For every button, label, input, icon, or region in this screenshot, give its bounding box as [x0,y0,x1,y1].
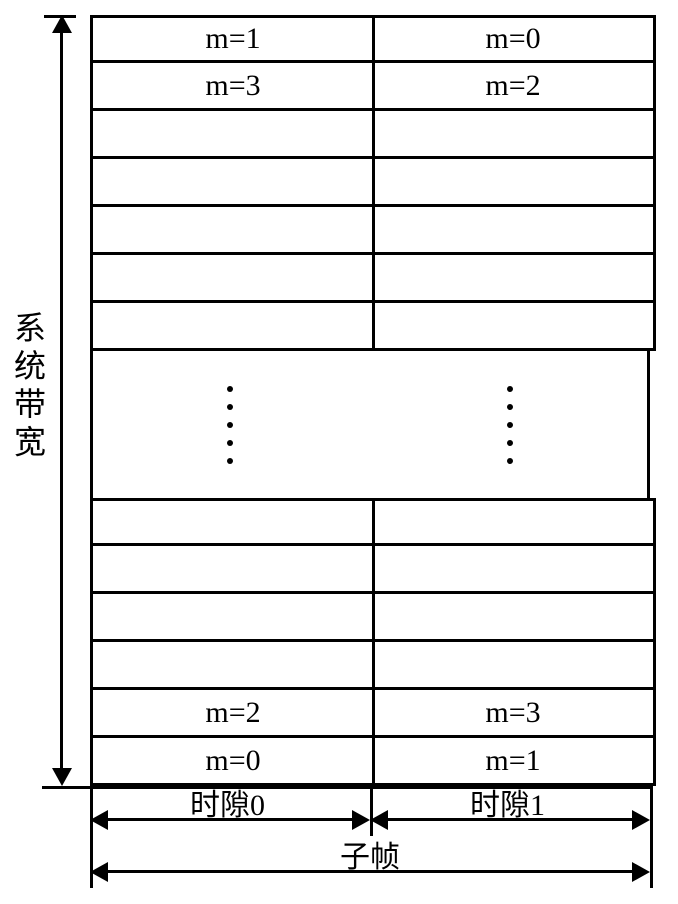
subframe-label: 子帧 [340,832,400,876]
table-row [93,111,653,159]
y-axis-arrow-line [60,29,63,772]
cell: m=2 [373,63,653,108]
cell [373,594,653,639]
cell: m=3 [93,63,373,108]
cell [373,501,653,543]
cell [373,207,653,252]
table-row: m=1m=0 [93,15,653,63]
arrow-left-icon [90,862,108,882]
cell [373,303,653,348]
table-row: m=3m=2 [93,63,653,111]
ellipsis-dots-right [507,370,513,480]
cell: m=1 [373,738,653,783]
table-row [93,303,653,351]
cell [373,255,653,300]
cell: m=1 [93,18,373,60]
table-row: m=2m=3 [93,690,653,738]
cell [93,207,373,252]
table-row: m=0m=1 [93,738,653,786]
table-row [93,498,653,546]
cell [93,159,373,204]
cell: m=0 [93,738,373,783]
cell [93,594,373,639]
arrow-right-icon [352,810,370,830]
cell [373,642,653,687]
slot1-label: 时隙1 [470,780,545,824]
arrow-right-icon [632,862,650,882]
cell [93,642,373,687]
table-row [93,594,653,642]
arrow-left-icon [90,810,108,830]
grid-bottom-block: m=2m=3m=0m=1 [90,498,656,786]
arrow-down-icon [52,768,72,786]
table-row [93,546,653,594]
cell [373,159,653,204]
baseline [42,786,650,789]
cell [93,111,373,156]
cell [93,255,373,300]
cell [373,111,653,156]
grid-top-block: m=1m=0m=3m=2 [90,15,656,351]
table-row [93,255,653,303]
cell [93,546,373,591]
cell [93,501,373,543]
arrow-right-icon [632,810,650,830]
cell [93,303,373,348]
right-boundary-tick [650,786,653,888]
cell: m=3 [373,690,653,735]
cell: m=2 [93,690,373,735]
cell: m=0 [373,18,653,60]
cell [373,546,653,591]
y-axis-label: 系统带宽 [5,311,51,463]
ellipsis-dots-left [227,370,233,480]
arrow-left-icon [370,810,388,830]
table-row [93,207,653,255]
table-row [93,642,653,690]
slot0-label: 时隙0 [190,780,265,824]
table-row [93,159,653,207]
